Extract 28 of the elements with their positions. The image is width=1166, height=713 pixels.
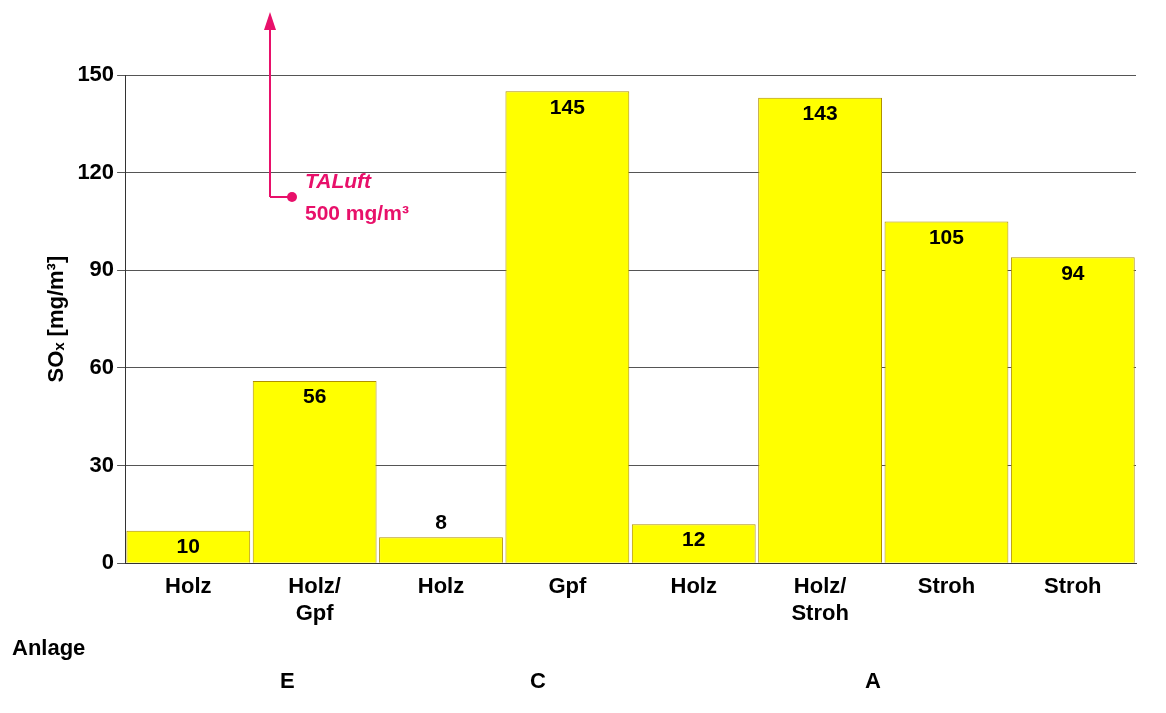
x-tick-label: Holz/Gpf xyxy=(288,573,341,625)
annotation: TALuft 500 mg/m³ xyxy=(305,168,409,224)
text: A xyxy=(865,668,881,694)
y-tick-label: 120 xyxy=(77,158,115,184)
y-tick-label: 150 xyxy=(77,61,115,87)
text: Anlage xyxy=(12,635,86,661)
x-tick-label: Holz xyxy=(670,573,717,599)
data-label: 94 xyxy=(1061,260,1085,284)
x-tick-label: Gpf xyxy=(548,573,587,599)
data-label: 145 xyxy=(549,94,586,118)
y-tick-label: 0 xyxy=(101,549,115,575)
data-label: 8 xyxy=(435,510,448,534)
x-tick-label: Stroh xyxy=(1044,573,1102,599)
data-label: 10 xyxy=(176,533,200,557)
data-label: 105 xyxy=(928,224,965,248)
y-tick-label: 90 xyxy=(89,256,115,282)
text: C xyxy=(530,668,546,694)
data-label: 143 xyxy=(802,101,838,125)
y-axis-title: SOₓ [mg/m³] xyxy=(43,255,69,383)
x-tick-label: Stroh xyxy=(917,573,976,599)
x-tick-label: Holz xyxy=(417,573,465,599)
data-label: 56 xyxy=(302,384,327,408)
y-tick-label: 30 xyxy=(89,451,115,477)
x-tick-label: Holz xyxy=(165,573,212,599)
x-tick-label: Holz/Stroh xyxy=(791,573,849,625)
y-tick-label: 60 xyxy=(89,353,115,379)
text: E xyxy=(280,668,295,694)
data-label: 12 xyxy=(682,527,706,551)
